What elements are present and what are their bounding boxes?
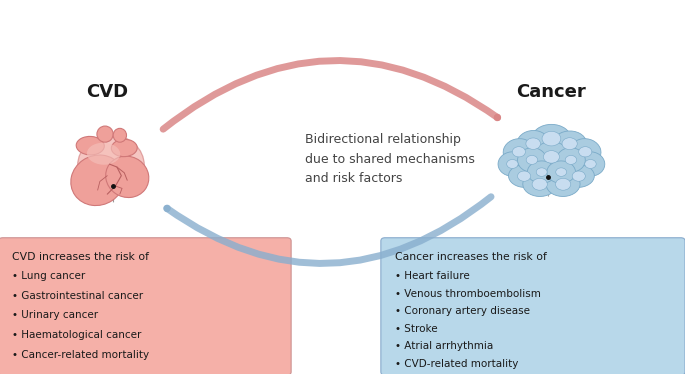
Circle shape bbox=[542, 131, 561, 146]
Circle shape bbox=[536, 168, 547, 176]
Circle shape bbox=[526, 138, 540, 149]
Ellipse shape bbox=[533, 142, 570, 172]
Circle shape bbox=[543, 151, 560, 163]
Circle shape bbox=[532, 178, 547, 190]
Text: Bidirectional relationship
due to shared mechanisms
and risk factors: Bidirectional relationship due to shared… bbox=[305, 133, 475, 185]
Ellipse shape bbox=[518, 148, 546, 172]
Ellipse shape bbox=[508, 165, 540, 187]
Text: • Coronary artery disease: • Coronary artery disease bbox=[395, 306, 530, 316]
Text: Cancer increases the risk of: Cancer increases the risk of bbox=[395, 252, 547, 262]
Ellipse shape bbox=[557, 148, 585, 172]
Ellipse shape bbox=[546, 172, 580, 196]
Text: • Atrial arrhythmia: • Atrial arrhythmia bbox=[395, 341, 493, 352]
Circle shape bbox=[556, 178, 571, 190]
Text: • Cancer-related mortality: • Cancer-related mortality bbox=[12, 350, 149, 360]
Circle shape bbox=[512, 147, 525, 157]
Circle shape bbox=[526, 156, 538, 165]
Ellipse shape bbox=[576, 152, 605, 176]
Ellipse shape bbox=[76, 137, 104, 155]
Circle shape bbox=[556, 168, 566, 176]
Text: • Stroke: • Stroke bbox=[395, 324, 437, 334]
Ellipse shape bbox=[77, 135, 145, 196]
Ellipse shape bbox=[87, 143, 120, 165]
Circle shape bbox=[507, 159, 518, 168]
Text: • Urinary cancer: • Urinary cancer bbox=[12, 310, 99, 321]
Circle shape bbox=[579, 147, 592, 157]
Circle shape bbox=[518, 171, 531, 181]
Circle shape bbox=[565, 156, 577, 165]
Ellipse shape bbox=[105, 156, 149, 197]
FancyBboxPatch shape bbox=[0, 238, 291, 374]
Ellipse shape bbox=[532, 125, 571, 153]
Ellipse shape bbox=[113, 128, 127, 142]
Ellipse shape bbox=[523, 172, 557, 196]
Ellipse shape bbox=[97, 126, 113, 142]
Ellipse shape bbox=[563, 165, 595, 187]
Circle shape bbox=[562, 138, 577, 150]
Ellipse shape bbox=[112, 139, 137, 157]
Circle shape bbox=[572, 171, 585, 181]
Text: • Heart failure: • Heart failure bbox=[395, 271, 469, 281]
Text: • Lung cancer: • Lung cancer bbox=[12, 271, 86, 281]
Circle shape bbox=[585, 159, 596, 168]
FancyArrowPatch shape bbox=[167, 197, 491, 263]
Ellipse shape bbox=[547, 161, 575, 183]
Text: • Gastrointestinal cancer: • Gastrointestinal cancer bbox=[12, 291, 143, 301]
Text: CVD: CVD bbox=[86, 83, 129, 101]
Ellipse shape bbox=[527, 161, 556, 183]
Text: • CVD-related mortality: • CVD-related mortality bbox=[395, 359, 518, 369]
FancyArrowPatch shape bbox=[163, 61, 497, 129]
Ellipse shape bbox=[498, 152, 527, 176]
Ellipse shape bbox=[553, 131, 586, 156]
Text: CVD increases the risk of: CVD increases the risk of bbox=[12, 252, 149, 262]
Ellipse shape bbox=[517, 131, 549, 157]
Ellipse shape bbox=[569, 139, 601, 165]
Text: • Venous thromboembolism: • Venous thromboembolism bbox=[395, 288, 540, 298]
Text: • Haematological cancer: • Haematological cancer bbox=[12, 330, 142, 340]
Text: Cancer: Cancer bbox=[516, 83, 586, 101]
FancyBboxPatch shape bbox=[381, 238, 685, 374]
Ellipse shape bbox=[71, 155, 125, 206]
Ellipse shape bbox=[503, 139, 534, 165]
